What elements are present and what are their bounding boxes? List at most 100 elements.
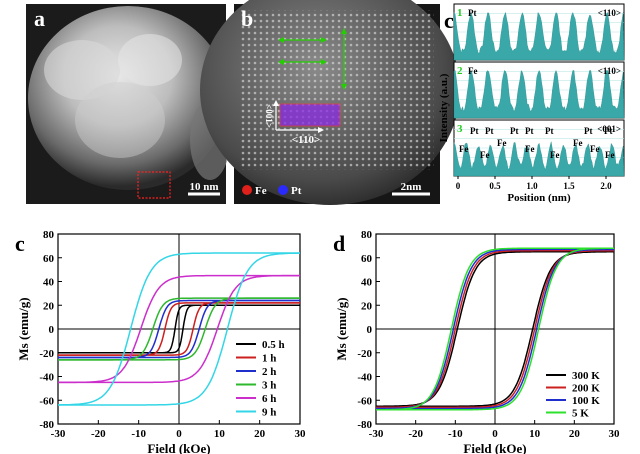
scalebar-a-label: 10 nm [189, 181, 218, 193]
profile-x-tick: 0 [456, 181, 461, 191]
y-tick-label: 40 [43, 277, 55, 289]
panel-b-atomic-image: <001> <110> b Fe Pt 2nm [200, 0, 460, 205]
hysteresis-curve [58, 302, 300, 356]
y-tick-label: 60 [43, 253, 55, 265]
profile-xlabel: Position (nm) [507, 192, 571, 204]
panel-label-c-profile: c [444, 8, 454, 33]
legend-label: 2 h [262, 366, 276, 378]
legend-label: 300 K [572, 370, 600, 382]
x-tick-label: 20 [254, 428, 266, 440]
scalebar-b-label: 2nm [401, 181, 422, 193]
y-tick-label: 80 [361, 229, 373, 241]
fe-legend-marker [242, 185, 252, 195]
panel-c-intensity-profiles: c Intensity (a.u.) Position (nm) 1 <110> P… [438, 3, 625, 204]
panel-label-a: a [34, 6, 45, 31]
profile-atom-label: Fe [525, 144, 535, 154]
profile-x-tick: 1.5 [563, 181, 575, 191]
profile-row-number: 3 [457, 123, 463, 135]
panel-a-tem-image: a 10 nm [26, 4, 230, 204]
y-tick-label: -60 [357, 395, 372, 407]
y-tick-label: 20 [43, 300, 55, 312]
hysteresis-curve [58, 252, 300, 406]
profile-atom-label: Fe [573, 138, 583, 148]
hysteresis-curve [58, 297, 300, 361]
direction-001-label: <001> [264, 104, 274, 128]
legend-label: 1 h [262, 353, 276, 365]
profile-atom-label: Pt [470, 126, 479, 136]
x-tick-label: -10 [448, 428, 463, 440]
x-tick-label: 10 [214, 428, 226, 440]
y-tick-label: 80 [43, 229, 55, 241]
legend-label: 3 h [262, 380, 276, 392]
hysteresis-curve [58, 252, 300, 406]
x-axis-label: Field (kOe) [463, 441, 526, 454]
x-tick-label: 0 [492, 428, 498, 440]
profile-atom-label: Fe [480, 150, 490, 160]
panel-label: c [15, 231, 25, 256]
y-tick-label: 60 [361, 253, 373, 265]
profile-atom-label: Fe [459, 144, 469, 154]
profile-atom-label: Fe [550, 150, 560, 160]
fe-legend-label: Fe [255, 185, 267, 197]
hysteresis-curve [58, 274, 300, 384]
y-axis-label: Ms (emu/g) [16, 297, 31, 360]
profile-atom-label: Fe [605, 150, 615, 160]
profile-atom-label: Pt [525, 126, 534, 136]
pt-legend-marker [278, 185, 288, 195]
x-tick-label: -30 [369, 428, 384, 440]
x-tick-label: -30 [51, 428, 66, 440]
hysteresis-curve [58, 274, 300, 384]
x-tick-label: -10 [131, 428, 146, 440]
y-tick-label: -40 [357, 372, 372, 384]
legend-label: 9 h [262, 407, 276, 419]
legend-label: 6 h [262, 393, 276, 405]
profile-row-direction: <001> [597, 124, 621, 134]
profile-atom-label: Pt [545, 126, 554, 136]
x-tick-label: -20 [408, 428, 423, 440]
direction-110-label: <110> [292, 134, 320, 146]
profile-row-direction: <110> [598, 66, 621, 76]
hysteresis-curve [58, 304, 300, 354]
panel-label-b: b [241, 6, 253, 31]
profile-x-tick: 2.0 [600, 181, 612, 191]
atomic-overlay [279, 103, 341, 127]
y-tick-label: -80 [357, 419, 372, 431]
legend-label: 100 K [572, 395, 600, 407]
intensity-profile [453, 69, 625, 119]
x-tick-label: 10 [529, 428, 541, 440]
profile-ylabel: Intensity (a.u.) [438, 73, 450, 142]
legend-label: 5 K [572, 408, 589, 420]
profile-x-tick: 0.5 [489, 181, 501, 191]
panel-label: d [333, 231, 345, 256]
x-tick-label: 30 [295, 428, 307, 440]
hysteresis-curve [58, 299, 300, 359]
profile-atom-label: Fe [468, 66, 478, 76]
profile-atom-label: Pt [510, 126, 519, 136]
x-tick-label: -20 [91, 428, 106, 440]
profile-atom-label: Pt [468, 8, 477, 18]
y-tick-label: 20 [361, 300, 373, 312]
x-tick-label: 20 [569, 428, 581, 440]
y-tick-label: -20 [357, 348, 372, 360]
profile-row-direction: <110> [598, 8, 621, 18]
hysteresis-curve [376, 247, 614, 411]
profile-atom-label: Fe [590, 144, 600, 154]
profile-row-number: 2 [457, 65, 463, 77]
intensity-profile [453, 11, 625, 61]
profile-atom-label: Pt [584, 126, 593, 136]
profile-atom-label: Pt [604, 126, 613, 136]
profile-atom-label: Fe [497, 138, 507, 148]
x-tick-label: 0 [176, 428, 182, 440]
hysteresis-chart-temperature: -30 -20 -10 0 10 20 30 -80 -60 -40 -20 0 20 40 60 80 Fie… [333, 229, 620, 454]
y-tick-label: 40 [361, 277, 373, 289]
y-tick-label: -80 [39, 419, 54, 431]
y-tick-label: -40 [39, 372, 54, 384]
y-tick-label: 0 [49, 324, 55, 336]
selection-box [137, 171, 171, 199]
profile-atom-label: Pt [485, 126, 494, 136]
pt-legend-label: Pt [291, 185, 302, 197]
hysteresis-curve [376, 247, 614, 411]
intensity-profile [453, 141, 625, 177]
profile-x-tick: 1.0 [526, 181, 538, 191]
profile-row-number: 1 [457, 7, 463, 19]
